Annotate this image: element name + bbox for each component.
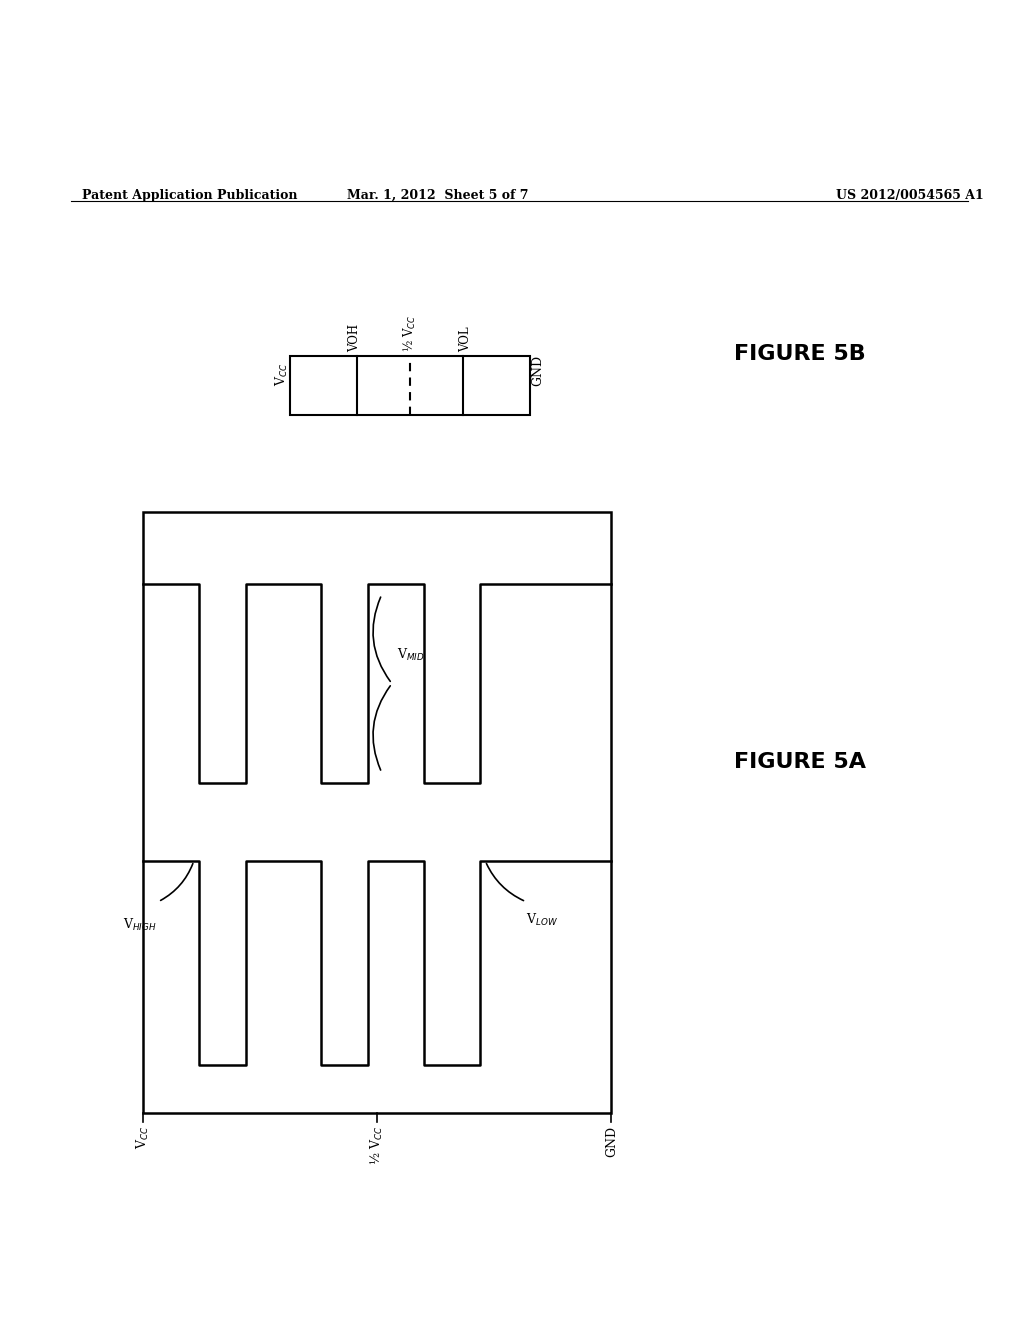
Bar	[291, 356, 530, 416]
Text: V$_{CC}$: V$_{CC}$	[274, 363, 291, 385]
Text: Mar. 1, 2012  Sheet 5 of 7: Mar. 1, 2012 Sheet 5 of 7	[347, 189, 529, 202]
Text: V$_{CC}$: V$_{CC}$	[134, 1126, 151, 1150]
Text: VOL: VOL	[460, 326, 472, 352]
Text: GND: GND	[531, 355, 545, 385]
Bar	[142, 512, 611, 1114]
Text: US 2012/0054565 A1: US 2012/0054565 A1	[836, 189, 983, 202]
Text: VOH: VOH	[348, 325, 360, 352]
Text: FIGURE 5A: FIGURE 5A	[734, 752, 865, 772]
Text: GND: GND	[605, 1126, 617, 1156]
Text: FIGURE 5B: FIGURE 5B	[734, 345, 865, 364]
Text: Patent Application Publication: Patent Application Publication	[82, 189, 297, 202]
Text: ½ V$_{CC}$: ½ V$_{CC}$	[402, 315, 418, 352]
Text: ½ V$_{CC}$: ½ V$_{CC}$	[369, 1126, 385, 1166]
Text: V$_{LOW}$: V$_{LOW}$	[526, 912, 558, 928]
Text: V$_{MID}$: V$_{MID}$	[397, 647, 425, 663]
Text: V$_{HIGH}$: V$_{HIGH}$	[123, 917, 156, 933]
